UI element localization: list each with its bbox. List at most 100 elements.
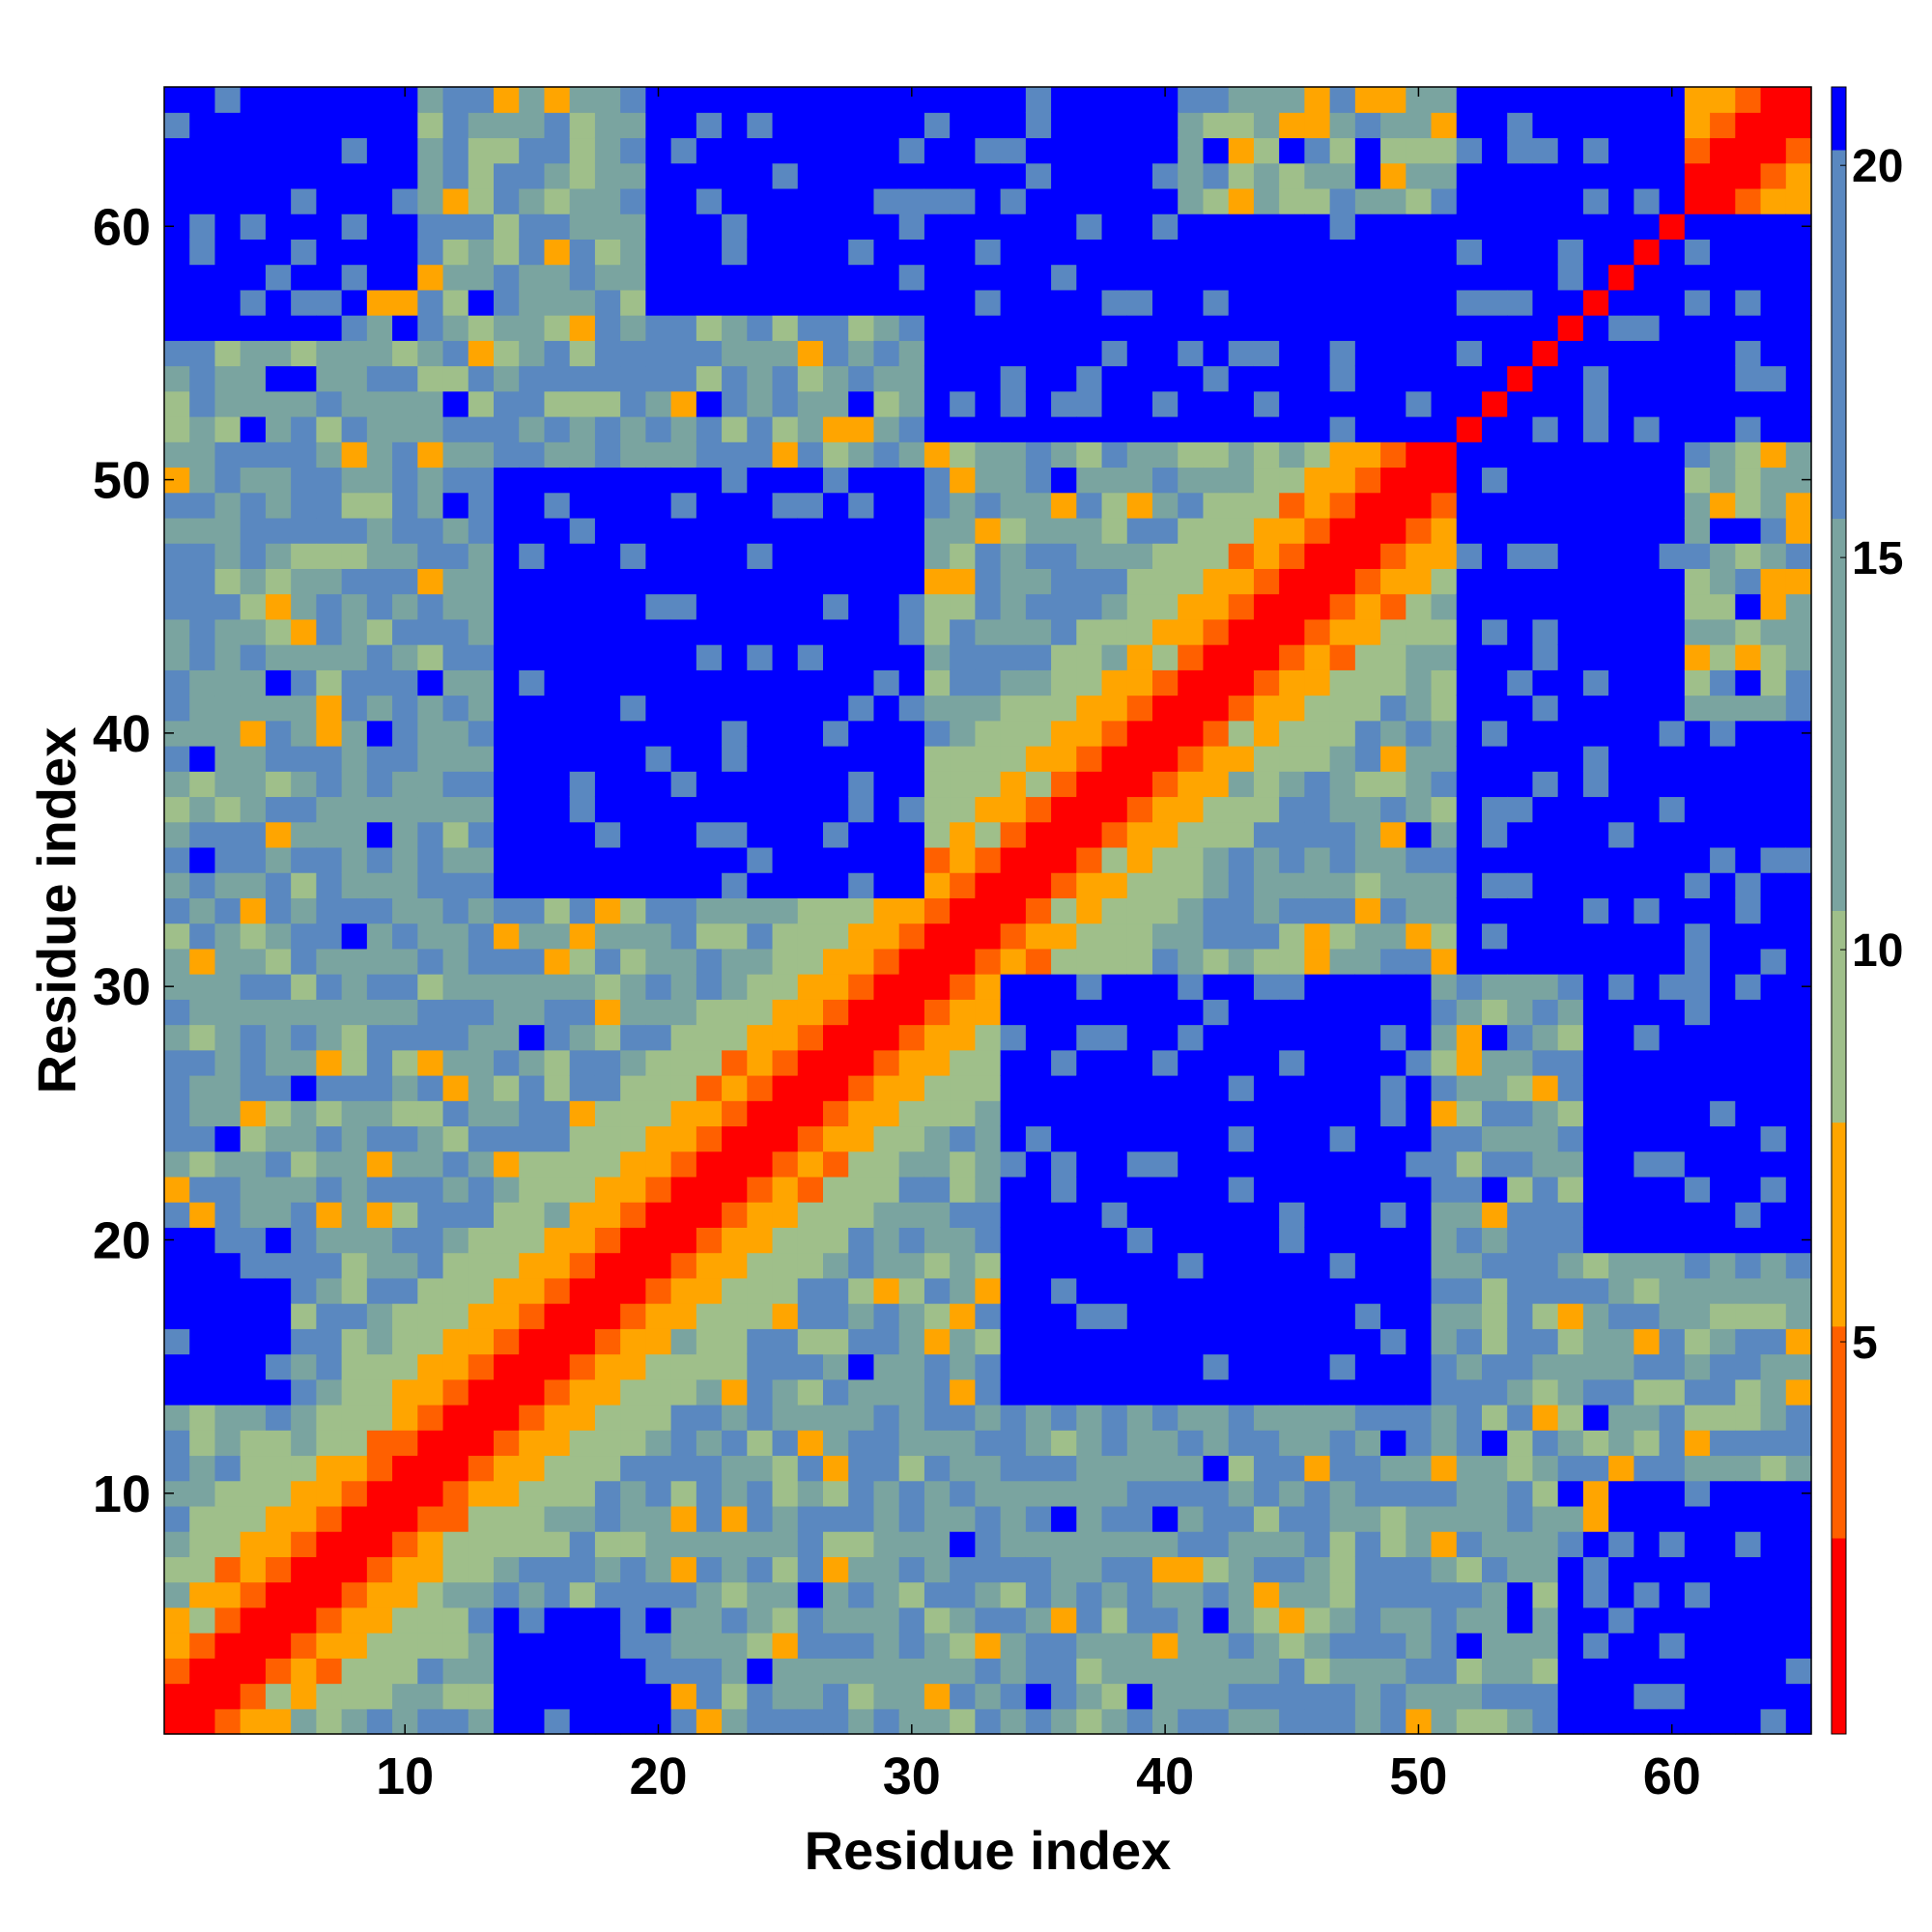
heatmap-cell <box>823 1430 849 1457</box>
heatmap-cell <box>1228 1480 1255 1507</box>
heatmap-cell <box>341 1075 368 1101</box>
heatmap-cell <box>1634 264 1661 291</box>
heatmap-cell <box>1126 1581 1153 1608</box>
heatmap-cell <box>722 1480 748 1507</box>
heatmap-cell <box>417 492 444 519</box>
heatmap-cell <box>1659 923 1686 950</box>
heatmap-cell <box>1456 289 1483 316</box>
heatmap-cell <box>1228 1151 1255 1178</box>
heatmap-cell <box>1659 1202 1686 1228</box>
heatmap-cell <box>316 593 343 620</box>
heatmap-cell <box>1456 1252 1483 1279</box>
heatmap-cell <box>519 644 546 670</box>
heatmap-cell <box>797 1480 824 1507</box>
heatmap-cell <box>1000 517 1027 544</box>
heatmap-cell <box>1178 644 1205 670</box>
heatmap-cell <box>214 669 242 696</box>
heatmap-cell <box>494 618 520 645</box>
heatmap-cell <box>1684 872 1711 898</box>
heatmap-cell <box>772 1633 799 1659</box>
heatmap-cell <box>747 1176 774 1203</box>
heatmap-cell <box>1228 846 1255 873</box>
heatmap-cell <box>823 1024 849 1051</box>
heatmap-cell <box>1710 162 1736 189</box>
heatmap-cell <box>366 112 393 139</box>
heatmap-cell <box>1178 315 1205 341</box>
heatmap-cell <box>848 1075 875 1101</box>
heatmap-cell <box>975 365 1002 392</box>
heatmap-cell <box>1710 1303 1736 1329</box>
heatmap-cell <box>1431 846 1458 873</box>
heatmap-cell <box>1608 365 1634 392</box>
heatmap-cell <box>417 1353 444 1380</box>
heatmap-cell <box>772 137 799 164</box>
heatmap-cell <box>417 1100 444 1127</box>
heatmap-cell <box>1557 1708 1584 1735</box>
heatmap-cell <box>645 1227 672 1254</box>
heatmap-cell <box>823 390 849 417</box>
heatmap-cell <box>1557 1405 1584 1431</box>
heatmap-cell <box>1279 897 1305 924</box>
heatmap-cell <box>848 517 875 544</box>
heatmap-cell <box>1710 264 1736 291</box>
heatmap-cell <box>1152 1455 1179 1482</box>
heatmap-cell <box>442 137 469 164</box>
heatmap-cell <box>1659 1658 1686 1685</box>
heatmap-cell <box>291 112 317 139</box>
heatmap-cell <box>823 239 849 266</box>
heatmap-cell <box>1329 1024 1356 1051</box>
heatmap-cell <box>1482 999 1508 1026</box>
heatmap-cell <box>1507 1505 1534 1532</box>
heatmap-cell <box>1659 872 1686 898</box>
heatmap-cell <box>240 846 267 873</box>
heatmap-cell <box>1557 593 1584 620</box>
heatmap-cell <box>1178 492 1205 519</box>
heatmap-cell <box>898 999 925 1026</box>
heatmap-cell <box>164 1353 190 1380</box>
heatmap-cell <box>189 846 216 873</box>
heatmap-cell <box>1025 1633 1052 1659</box>
heatmap-cell <box>189 1633 216 1659</box>
heatmap-cell <box>1760 112 1787 139</box>
heatmap-cell <box>1203 1378 1230 1406</box>
heatmap-cell <box>975 1202 1002 1228</box>
heatmap-cell <box>1076 669 1103 696</box>
heatmap-cell <box>265 1303 292 1329</box>
heatmap-cell <box>1025 1303 1052 1329</box>
heatmap-cell <box>722 1303 748 1329</box>
heatmap-cell <box>316 1378 343 1406</box>
heatmap-cell <box>1431 618 1458 645</box>
heatmap-cell <box>1228 1405 1255 1431</box>
heatmap-cell <box>265 720 292 747</box>
heatmap-cell <box>1785 1049 1812 1076</box>
heatmap-cell <box>645 213 672 240</box>
heatmap-cell <box>620 846 646 873</box>
heatmap-cell <box>950 1505 976 1532</box>
heatmap-cell <box>797 87 824 113</box>
heatmap-cell <box>1507 746 1534 772</box>
heatmap-cell <box>189 593 216 620</box>
heatmap-cell <box>240 1176 267 1203</box>
heatmap-cell <box>1152 239 1179 266</box>
heatmap-cell <box>366 365 393 392</box>
heatmap-cell <box>1431 1505 1458 1532</box>
heatmap-cell <box>1228 1378 1255 1406</box>
heatmap-cell <box>1380 1125 1406 1152</box>
heatmap-cell <box>848 568 875 595</box>
heatmap-cell <box>1456 1505 1483 1532</box>
heatmap-cell <box>696 771 723 798</box>
heatmap-cell <box>265 999 292 1026</box>
heatmap-cell <box>1279 1176 1305 1203</box>
heatmap-cell <box>645 492 672 519</box>
heatmap-cell <box>722 112 748 139</box>
heatmap-cell <box>468 289 495 316</box>
heatmap-cell <box>1354 162 1381 189</box>
heatmap-cell <box>417 1683 444 1710</box>
heatmap-cell <box>1406 923 1433 950</box>
heatmap-cell <box>1710 1100 1736 1127</box>
heatmap-cell <box>519 846 546 873</box>
heatmap-cell <box>1279 1405 1305 1431</box>
heatmap-cell <box>1279 644 1305 670</box>
heatmap-cell <box>1329 974 1356 1000</box>
heatmap-cell <box>341 568 368 595</box>
